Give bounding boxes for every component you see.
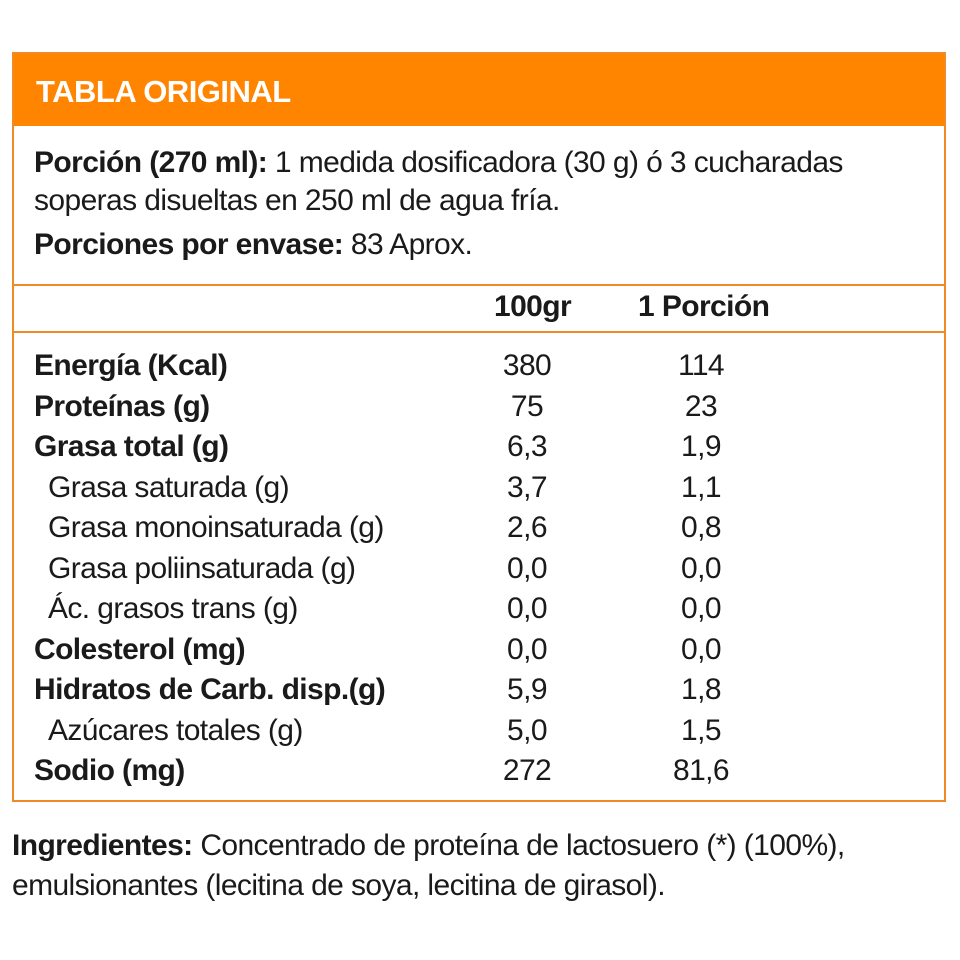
servings-text: 83 Aprox. <box>343 228 473 261</box>
value-portion: 23 <box>684 389 718 423</box>
divider <box>14 284 944 286</box>
column-header-portion: 1 Porción <box>638 290 770 323</box>
table-row: Hidratos de Carb. disp.(g) 5,9 1,8 <box>14 670 944 711</box>
value-100gr: 0,0 <box>507 632 548 666</box>
table-row: Ác. grasos trans (g) 0,0 0,0 <box>14 589 944 630</box>
value-100gr: 272 <box>502 754 552 787</box>
value-100gr: 5,0 <box>507 713 548 747</box>
nutrient-label: Grasa saturada (g) <box>48 470 290 504</box>
table-row: Sodio (mg) 272 81,6 <box>14 751 944 792</box>
value-portion: 81,6 <box>673 754 730 787</box>
nutrient-label: Azúcares totales (g) <box>48 713 303 747</box>
value-portion: 1,8 <box>681 673 722 706</box>
ingredients-label: Ingredientes: <box>12 829 193 862</box>
servings-label: Porciones por envase: <box>34 228 344 261</box>
table-row: Energía (Kcal) 380 114 <box>14 346 944 387</box>
portion-info: Porción (270 ml): 1 medida dosificadora … <box>34 144 934 220</box>
nutrient-label: Colesterol (mg) <box>34 632 246 666</box>
value-100gr: 3,7 <box>507 470 548 504</box>
value-portion: 0,0 <box>681 592 722 625</box>
servings-info: Porciones por envase: 83 Aprox. <box>34 226 473 264</box>
portion-text: 1 medida dosificadora (30 g) ó 3 cuchara… <box>34 146 843 217</box>
value-portion: 0,0 <box>681 632 722 666</box>
table-header: TABLA ORIGINAL <box>14 54 944 126</box>
table-row: Proteínas (g) 75 23 <box>14 387 944 428</box>
value-100gr: 0,0 <box>507 551 548 585</box>
nutrient-label: Sodio (mg) <box>34 754 185 787</box>
table-row: Grasa saturada (g) 3,7 1,1 <box>14 468 944 509</box>
value-portion: 1,9 <box>681 430 722 463</box>
ingredients-list: Concentrado de proteína de lactosuero (*… <box>12 829 845 902</box>
nutrient-label: Ác. grasos trans (g) <box>48 592 298 625</box>
value-100gr: 0,0 <box>507 592 548 625</box>
nutrient-label: Grasa poliinsaturada (g) <box>48 551 356 585</box>
value-100gr: 2,6 <box>507 511 548 544</box>
value-portion: 0,0 <box>681 551 722 585</box>
nutrition-table: TABLA ORIGINAL Porción (270 ml): 1 medid… <box>12 52 946 802</box>
value-100gr: 5,9 <box>507 673 548 706</box>
portion-label: Porción (270 ml): <box>34 146 268 179</box>
value-100gr: 75 <box>510 389 544 423</box>
value-portion: 1,5 <box>681 713 722 747</box>
ingredients-text: Ingredientes: Concentrado de proteína de… <box>12 826 952 906</box>
nutrient-label: Grasa monoinsaturada (g) <box>48 511 384 544</box>
nutrient-label: Hidratos de Carb. disp.(g) <box>34 673 386 706</box>
value-portion: 1,1 <box>681 470 722 504</box>
column-header-100gr: 100gr <box>494 290 572 323</box>
value-100gr: 380 <box>502 349 552 382</box>
nutrient-label: Energía (Kcal) <box>34 349 228 382</box>
nutrient-rows: Energía (Kcal) 380 114 Proteínas (g) 75 23 G… <box>14 346 944 792</box>
table-row: Grasa monoinsaturada (g) 2,6 0,8 <box>14 508 944 549</box>
value-portion: 0,8 <box>681 511 722 544</box>
nutrient-label: Grasa total (g) <box>34 430 229 463</box>
value-portion: 114 <box>677 349 725 382</box>
table-row: Grasa poliinsaturada (g) 0,0 0,0 <box>14 549 944 590</box>
table-row: Grasa total (g) 6,3 1,9 <box>14 427 944 468</box>
table-title: TABLA ORIGINAL <box>36 74 291 109</box>
divider <box>14 331 944 333</box>
table-row: Colesterol (mg) 0,0 0,0 <box>14 630 944 671</box>
table-row: Azúcares totales (g) 5,0 1,5 <box>14 711 944 752</box>
value-100gr: 6,3 <box>507 430 548 463</box>
nutrient-label: Proteínas (g) <box>34 389 210 423</box>
